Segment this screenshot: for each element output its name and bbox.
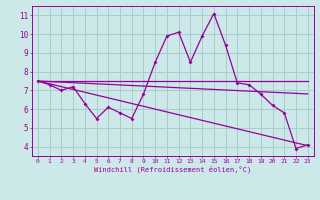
X-axis label: Windchill (Refroidissement éolien,°C): Windchill (Refroidissement éolien,°C) bbox=[94, 166, 252, 173]
